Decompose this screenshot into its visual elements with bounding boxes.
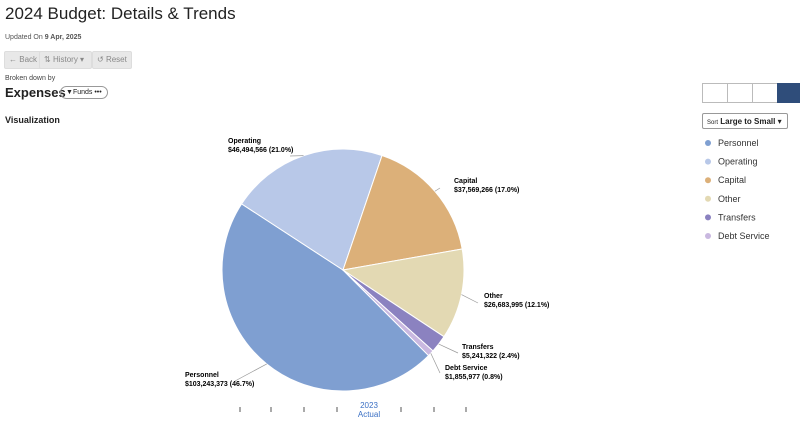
- updated-date: 9 Apr, 2025: [44, 34, 82, 41]
- page-title: 2024 Budget: Details & Trends: [5, 4, 236, 23]
- pie-slice: [341, 248, 465, 338]
- reset-text: Reset: [105, 55, 127, 64]
- slice-name: Transfers: [462, 344, 494, 351]
- updated-label: Updated On: [5, 34, 43, 41]
- leader-line: [430, 353, 441, 374]
- slice-value-label: $46,494,566 (21.0%): [228, 147, 293, 154]
- leader-line: [438, 343, 459, 354]
- pie-slice: [342, 154, 463, 271]
- sort-label: Sort: [707, 120, 719, 126]
- breakdown-label: Broken down by: [5, 75, 56, 82]
- legend-entry: Debt Service: [718, 231, 770, 241]
- pie-slice: [221, 203, 430, 392]
- breakdown-value: Expenses: [5, 85, 66, 100]
- slice-value-label: $26,683,995 (12.1%): [484, 302, 549, 309]
- legend-marker: [705, 140, 711, 146]
- pie-slice: [240, 148, 383, 271]
- slice-name: Capital: [454, 178, 477, 185]
- legend-entry: Operating: [718, 157, 758, 167]
- history-text: History: [52, 55, 78, 64]
- sort-value: Large to Small: [720, 117, 776, 126]
- funds-text: Funds: [72, 89, 93, 96]
- leader-line: [434, 187, 441, 192]
- legend-entry: Transfers: [718, 212, 756, 222]
- legend-entry: Capital: [718, 175, 746, 185]
- history-button[interactable]: ⇅ History ▾: [39, 51, 92, 69]
- legend-marker: [705, 214, 711, 221]
- slice-name: Operating: [228, 138, 261, 145]
- funds-filter[interactable]: ▼Funds •••: [60, 86, 108, 99]
- leader-line: [234, 363, 267, 382]
- legend-entry: Personnel: [718, 138, 759, 148]
- legend-marker: [705, 177, 711, 184]
- sort-dropdown[interactable]: Sort Large to Small ▾: [702, 113, 788, 129]
- legend-entry: Other: [718, 194, 741, 204]
- back-text: Back: [19, 55, 38, 64]
- pie-view-button[interactable]: [777, 83, 800, 103]
- leader-line: [461, 294, 479, 304]
- slice-value-label: $5,241,322 (2.4%): [462, 353, 520, 360]
- legend-marker: [705, 158, 711, 165]
- legend-marker: [705, 195, 711, 202]
- slice-value-label: $103,243,373 (46.7%): [185, 381, 254, 388]
- slice-name: Personnel: [185, 372, 219, 379]
- visualization-label: Visualization: [5, 115, 60, 125]
- reset-button[interactable]: ↺ Reset: [92, 51, 132, 69]
- slice-name: Debt Service: [445, 365, 488, 372]
- legend-marker: [705, 233, 711, 239]
- timeline-label[interactable]: Actual: [358, 410, 380, 419]
- timeline-year[interactable]: 2023: [360, 401, 378, 410]
- updated: Updated On 9 Apr, 2025: [5, 34, 81, 41]
- slice-value-label: $37,569,266 (17.0%): [454, 187, 519, 194]
- slice-name: Other: [484, 293, 503, 300]
- slice-value-label: $1,855,977 (0.8%): [445, 374, 503, 381]
